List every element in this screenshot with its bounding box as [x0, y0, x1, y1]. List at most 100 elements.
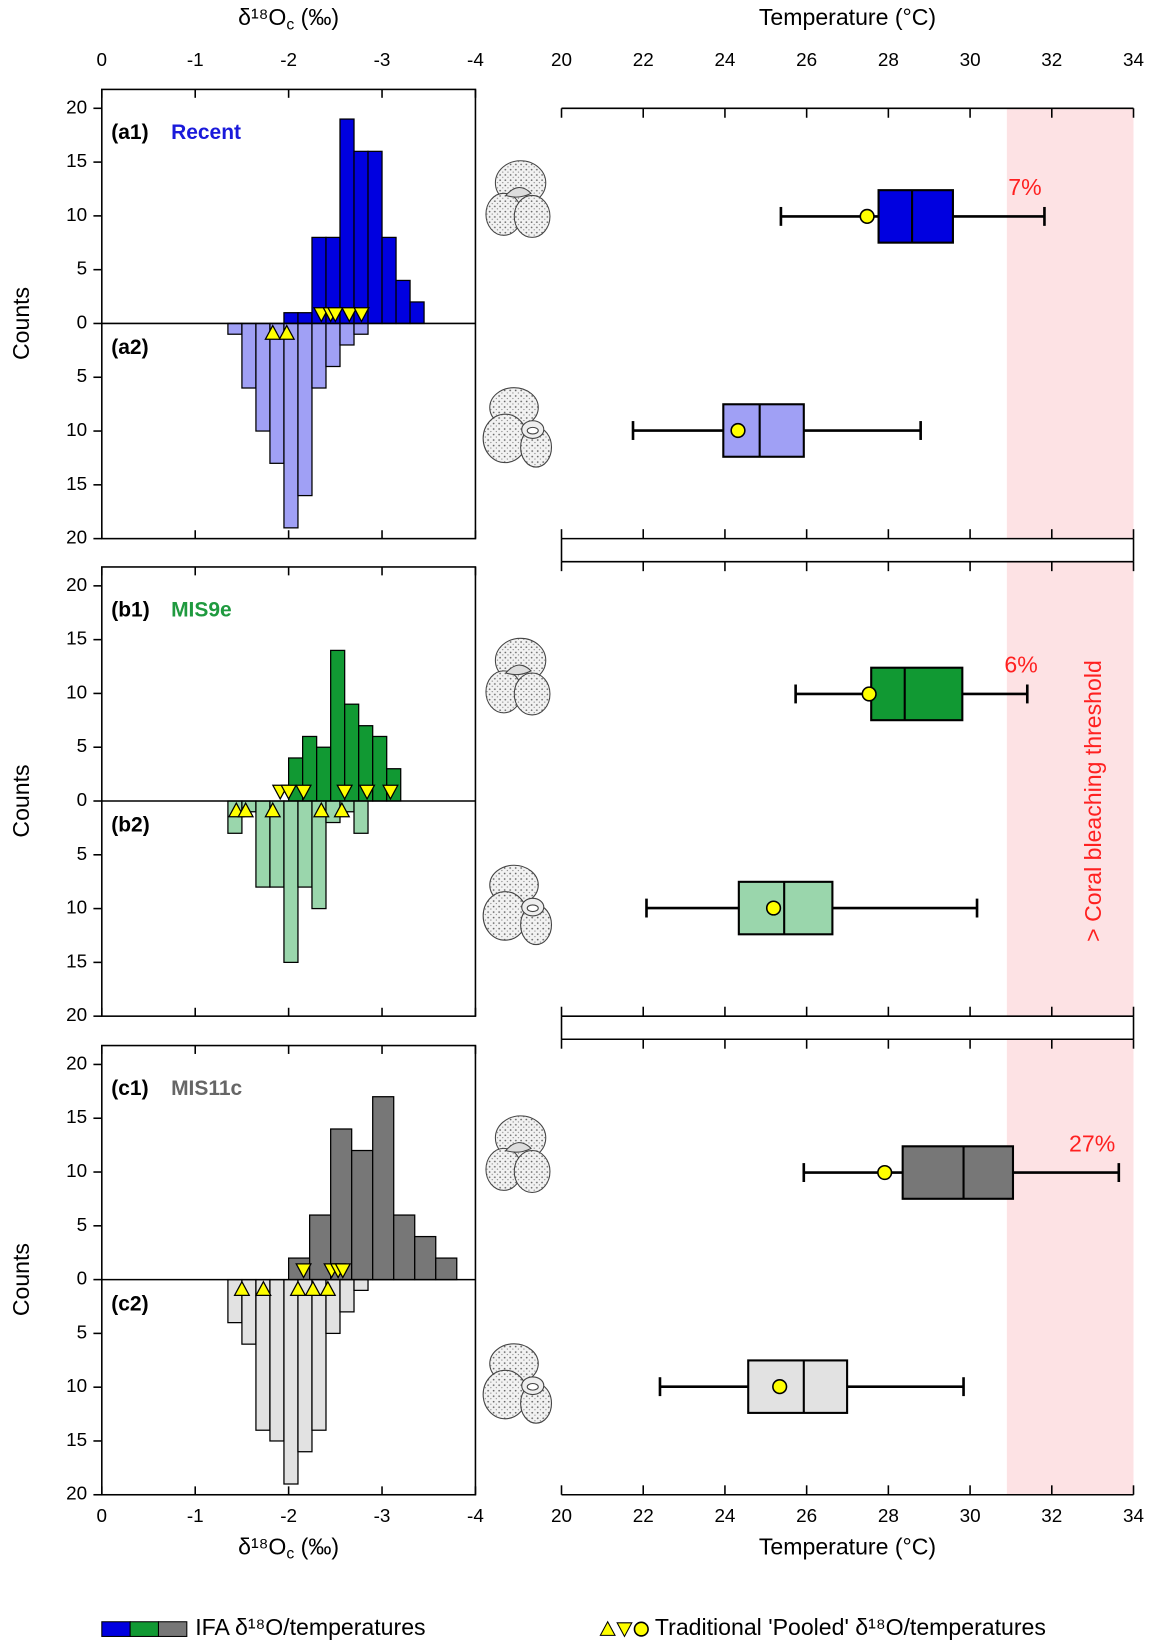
histogram-bar — [339, 1278, 355, 1313]
histogram-bar — [297, 312, 313, 325]
y-tick-label: 0 — [77, 312, 87, 333]
panel-label: (a1) — [111, 121, 148, 144]
x-tick-label: 30 — [960, 1506, 981, 1527]
x-tick-label: 20 — [551, 1506, 572, 1527]
x-axis-title-part: (‰) — [294, 4, 339, 30]
pooled-point — [730, 422, 746, 439]
pooled-marker — [295, 784, 312, 801]
histogram-bar — [283, 800, 299, 964]
pooled-marker — [280, 784, 298, 801]
histogram-bar — [339, 322, 355, 346]
histogram-bar — [325, 322, 341, 368]
y-tick-label: 20 — [66, 575, 87, 596]
histogram-bar — [435, 1257, 458, 1281]
histogram-bar — [269, 322, 285, 464]
y-tick-label: 5 — [77, 366, 87, 387]
histogram-bar — [367, 150, 383, 325]
foram-icon — [485, 637, 551, 716]
histogram-bar — [255, 1278, 271, 1431]
histogram-bar — [311, 1278, 327, 1431]
x-tick-label: 28 — [878, 50, 899, 71]
pooled-marker — [340, 307, 358, 323]
pooled-marker — [278, 324, 296, 340]
box — [870, 666, 964, 722]
x-tick-label: -1 — [187, 50, 204, 71]
histogram-bar — [372, 735, 388, 802]
panel-label: (b1) — [111, 599, 149, 622]
box — [737, 880, 834, 936]
threshold-region — [1006, 1039, 1134, 1495]
y-tick-label: 10 — [66, 682, 87, 703]
y-tick-label: 15 — [66, 151, 87, 172]
histogram-bar — [353, 1278, 369, 1291]
legend-swatch — [101, 1621, 131, 1637]
panel-label: (c2) — [111, 1292, 148, 1315]
histogram-bar — [297, 800, 313, 888]
histogram-bar — [311, 322, 327, 389]
x-tick-label: 34 — [1123, 1506, 1144, 1527]
x-tick-label: -4 — [467, 50, 484, 71]
y-tick-label: 10 — [66, 205, 87, 226]
x-tick-label: 30 — [960, 50, 981, 71]
y-axis-title: Counts — [8, 1243, 34, 1316]
y-tick-label: 0 — [77, 1269, 87, 1290]
x-tick-label: 28 — [878, 1506, 899, 1527]
pooled-marker — [334, 1263, 352, 1279]
y-tick-label: 5 — [77, 736, 87, 757]
x-tick-label: 24 — [714, 50, 735, 71]
y-tick-label: 20 — [66, 1053, 87, 1074]
legend-marker — [633, 1621, 649, 1637]
panel-label: (c1) — [111, 1077, 148, 1100]
threshold-region — [1006, 561, 1134, 1017]
y-tick-label: 0 — [77, 790, 87, 811]
histogram-bar — [381, 236, 397, 325]
panel-title: MIS11c — [171, 1077, 242, 1100]
histogram-bar — [297, 322, 313, 497]
x-tick-label: -2 — [280, 50, 297, 71]
pooled-point — [861, 686, 877, 702]
exceedance-label: 27% — [1069, 1130, 1115, 1156]
x-tick-label: 32 — [1041, 50, 1062, 71]
box — [877, 189, 954, 244]
histogram-bar — [351, 1149, 374, 1281]
pooled-point — [772, 1379, 788, 1395]
x-tick-label: 34 — [1123, 50, 1144, 71]
y-tick-label: 15 — [66, 629, 87, 650]
pooled-marker — [319, 1280, 337, 1296]
pooled-point — [877, 1164, 893, 1181]
histogram-bar — [372, 1096, 395, 1281]
pooled-marker — [326, 307, 344, 323]
pooled-marker — [237, 801, 255, 818]
foram-icon — [485, 160, 551, 238]
pooled-marker — [312, 801, 330, 818]
y-tick-label: 5 — [77, 259, 87, 280]
panel-label: (b2) — [111, 814, 149, 837]
legend-marker — [599, 1620, 616, 1636]
pooled-point — [859, 208, 875, 225]
histogram-bar — [269, 1278, 285, 1442]
pooled-marker — [255, 1280, 272, 1296]
x-tick-label: 26 — [796, 50, 817, 71]
pooled-marker — [353, 307, 370, 323]
x-axis-title-part: δ¹⁸O — [238, 1533, 286, 1559]
exceedance-label: 6% — [1004, 652, 1037, 678]
y-tick-label: 10 — [66, 1161, 87, 1182]
legend-marker — [616, 1622, 633, 1638]
x-axis-title: Temperature (°C) — [759, 4, 936, 30]
pooled-marker — [358, 784, 376, 801]
pooled-marker — [333, 801, 351, 818]
y-axis-title: Counts — [8, 287, 34, 360]
histogram-bar — [316, 746, 332, 802]
x-tick-label: -4 — [467, 1506, 484, 1527]
histogram-bar — [409, 301, 425, 325]
histogram-bar — [353, 150, 369, 325]
x-tick-label: -3 — [374, 1506, 391, 1527]
x-tick-label: 0 — [97, 1506, 108, 1527]
histogram-bar — [283, 322, 299, 529]
y-tick-label: 20 — [66, 528, 87, 549]
x-axis-title-part: (‰) — [294, 1533, 339, 1559]
x-tick-label: 26 — [796, 1506, 817, 1527]
histogram-bar — [353, 800, 369, 834]
panel-title: Recent — [171, 121, 241, 144]
